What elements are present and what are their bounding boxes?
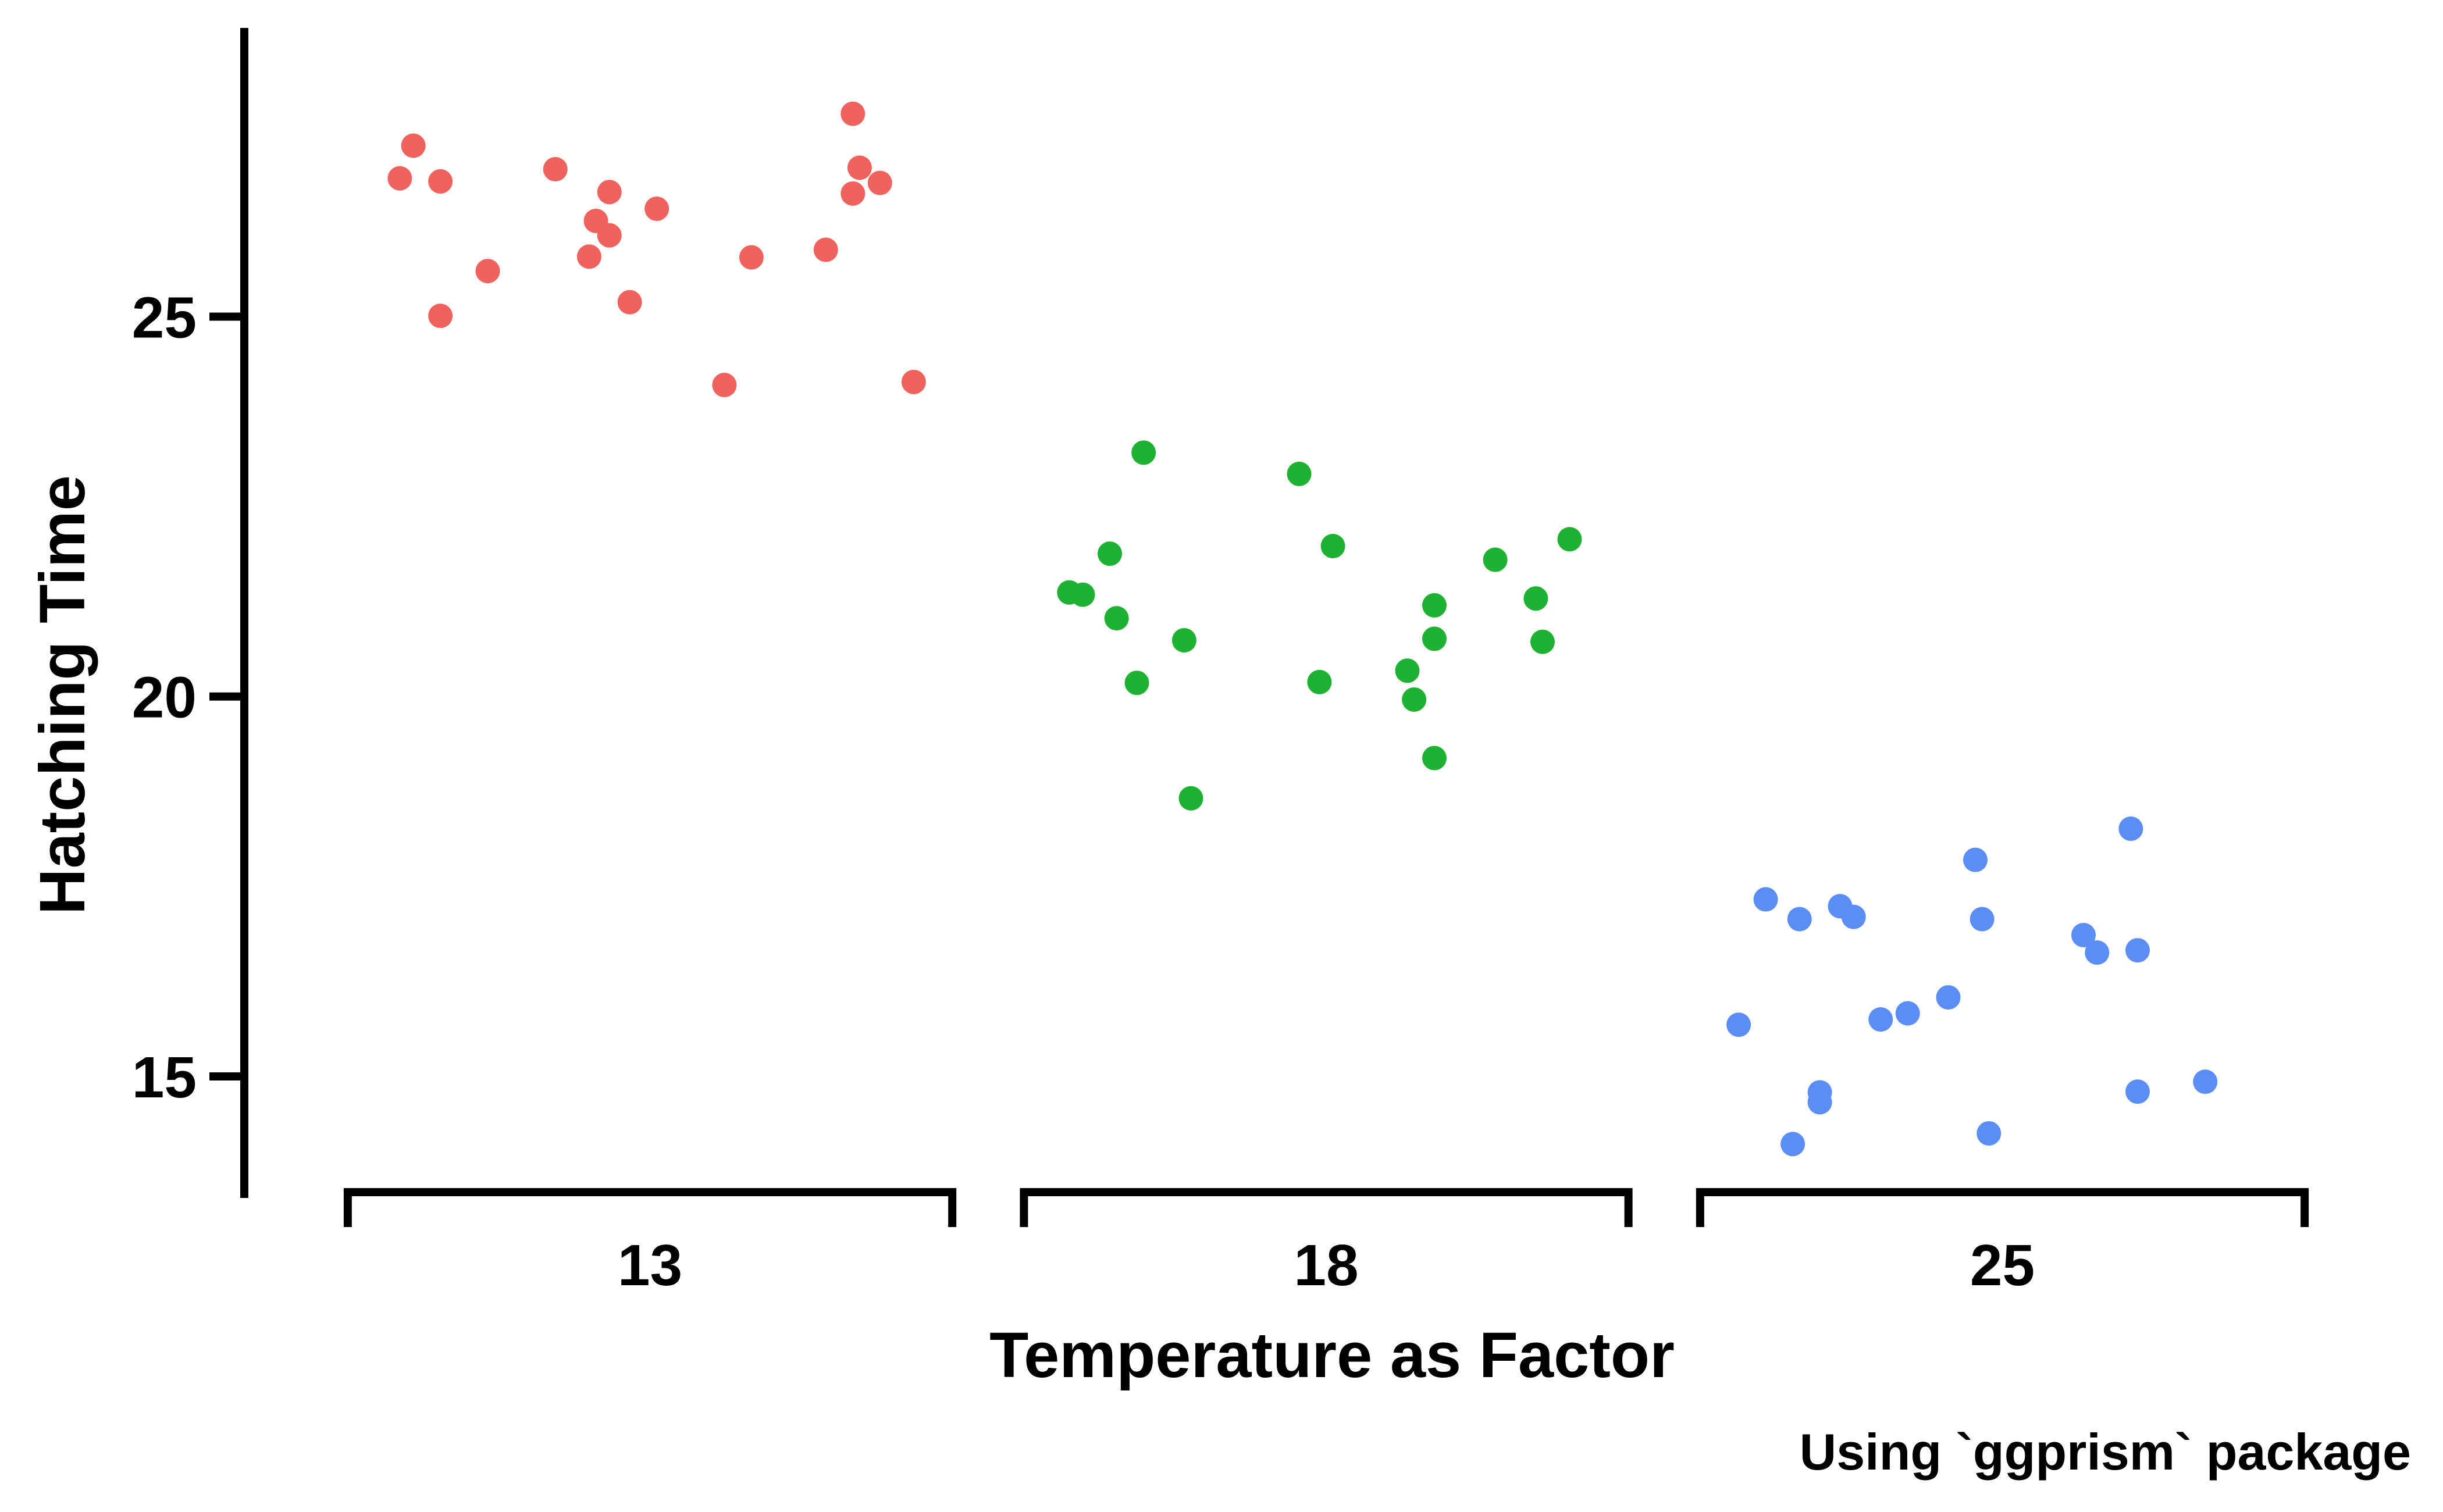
x-tick-label-13: 13 [618, 1233, 682, 1298]
data-point-18-16 [1422, 593, 1447, 618]
data-point-18-9 [1287, 461, 1312, 486]
data-point-25-13 [1970, 907, 1995, 932]
data-point-25-17 [2118, 816, 2143, 841]
data-point-13-10 [597, 180, 622, 205]
data-point-13-3 [428, 169, 453, 194]
data-point-18-11 [1320, 534, 1345, 559]
data-point-13-18 [847, 155, 872, 180]
data-point-18-4 [1104, 606, 1129, 631]
data-point-25-12 [1963, 847, 1988, 872]
data-point-13-5 [475, 259, 500, 284]
data-point-13-6 [543, 157, 568, 182]
data-point-13-14 [739, 245, 764, 270]
x-tick-label-18: 18 [1294, 1233, 1358, 1298]
data-point-25-14 [1977, 1121, 2002, 1146]
data-point-25-3 [1780, 1132, 1805, 1157]
data-point-13-20 [901, 369, 926, 394]
data-point-25-8 [1841, 904, 1866, 929]
data-point-25-4 [1787, 907, 1812, 932]
data-point-18-15 [1422, 746, 1447, 771]
chart-caption: Using `ggprism` package [1800, 1423, 2411, 1481]
data-point-18-19 [1530, 629, 1555, 654]
y-axis-title: Hatching Time [27, 475, 98, 915]
data-point-18-14 [1422, 626, 1447, 651]
data-point-18-20 [1557, 527, 1582, 552]
x-axis-bracket-25 [1696, 1188, 2309, 1227]
x-tick-label-25: 25 [1970, 1233, 2035, 1298]
data-point-25-1 [1726, 1012, 1751, 1037]
data-point-13-17 [841, 101, 866, 126]
data-point-13-13 [712, 373, 737, 398]
data-point-13-11 [617, 290, 642, 315]
data-point-13-9 [597, 223, 622, 248]
data-point-18-3 [1098, 541, 1122, 566]
data-point-18-10 [1307, 669, 1332, 694]
data-point-13-16 [841, 181, 866, 206]
x-axis-bracket-13 [343, 1188, 957, 1227]
x-axis-bracket-18 [1020, 1188, 1633, 1227]
data-point-13-7 [576, 244, 601, 269]
data-point-25-20 [2193, 1069, 2218, 1094]
data-point-25-11 [1936, 985, 1961, 1010]
data-point-25-15 [2071, 922, 2096, 947]
data-point-25-16 [2085, 940, 2110, 965]
data-point-25-18 [2125, 938, 2150, 963]
data-point-18-12 [1395, 658, 1420, 683]
data-point-13-4 [428, 304, 453, 329]
data-point-25-6 [1807, 1090, 1832, 1115]
data-point-18-18 [1523, 586, 1548, 611]
data-point-25-10 [1895, 1001, 1920, 1026]
y-axis-ticks: 15 20 25 [132, 285, 244, 1110]
data-point-18-17 [1483, 547, 1508, 572]
data-point-18-7 [1171, 628, 1196, 653]
data-point-18-8 [1178, 786, 1203, 811]
data-point-25-2 [1753, 887, 1778, 912]
data-point-18-13 [1402, 687, 1427, 712]
y-tick-label: 15 [132, 1045, 197, 1110]
data-point-13-15 [813, 237, 838, 262]
data-point-13-12 [644, 196, 669, 221]
data-point-25-19 [2125, 1079, 2150, 1104]
data-point-18-2 [1070, 582, 1095, 607]
data-point-13-19 [867, 170, 892, 195]
data-point-25-9 [1868, 1007, 1893, 1032]
y-tick-label: 25 [132, 285, 197, 350]
x-axis-brackets: 13 18 25 [343, 1188, 2309, 1298]
points-layer [387, 101, 2218, 1157]
data-point-18-5 [1124, 671, 1149, 696]
data-point-13-2 [401, 133, 426, 158]
data-point-13-1 [387, 166, 412, 191]
x-axis-title: Temperature as Factor [989, 1320, 1675, 1391]
y-tick-label: 20 [132, 665, 197, 730]
data-point-18-6 [1131, 440, 1156, 465]
